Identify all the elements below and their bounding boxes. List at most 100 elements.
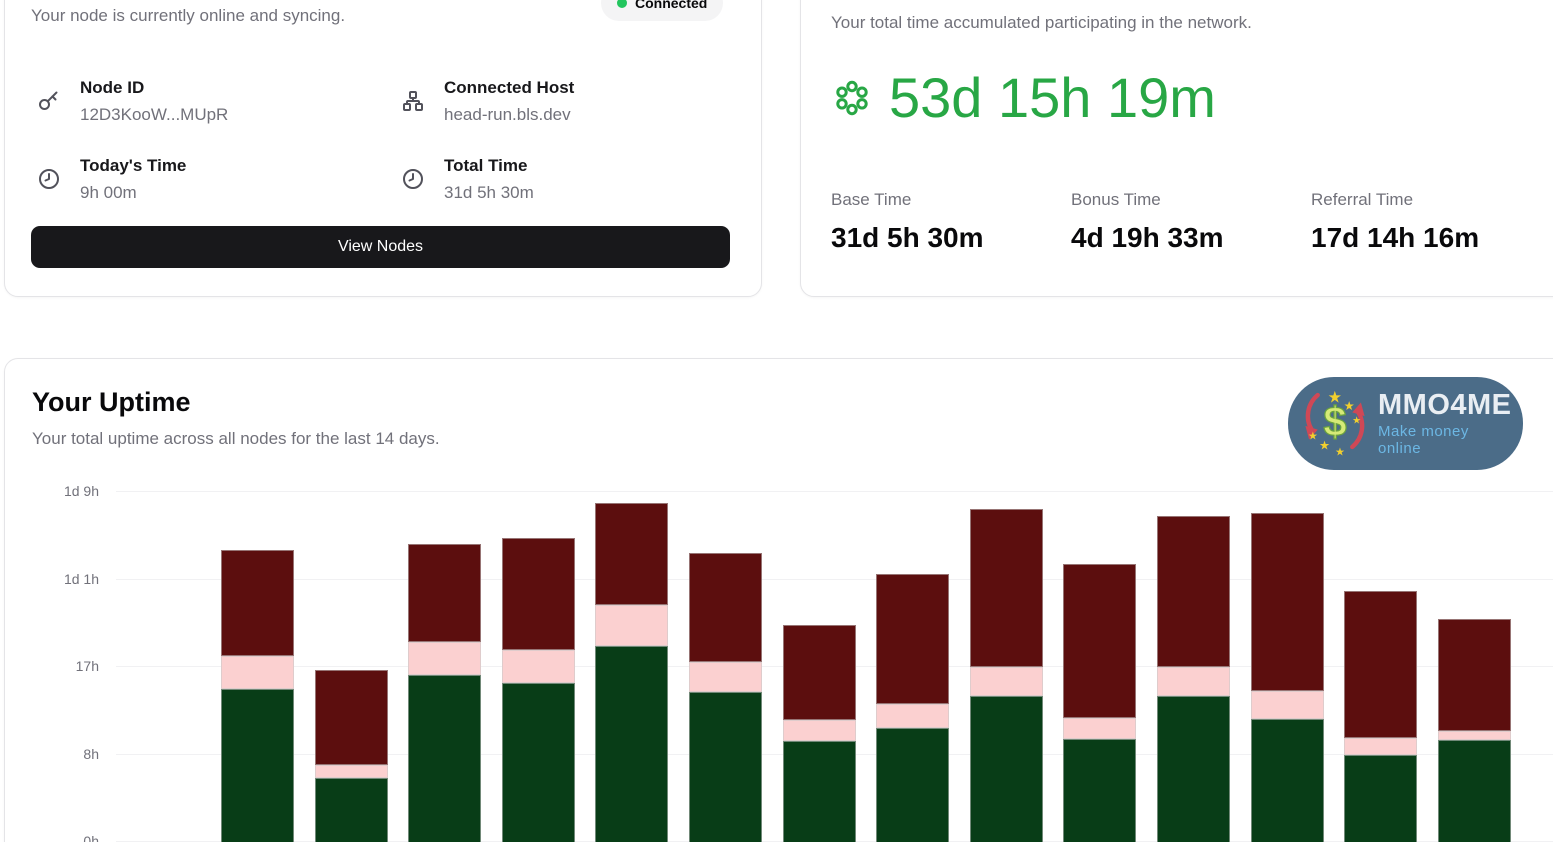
gridline [116, 578, 1553, 580]
bar-segment-dark-green-bottom [595, 645, 669, 842]
uptime-chart-plot: 0h 8h 17h 1d 1h 1d 9h [5, 483, 1553, 842]
sitemap-icon [401, 89, 425, 118]
uptime-bar-day-6 [689, 553, 762, 842]
bar-segment-pink-middle [1437, 730, 1511, 741]
network-time-subtitle: Your total time accumulated participatin… [831, 13, 1252, 32]
bar-segment-dark-red-top [1250, 513, 1324, 692]
base-time-label: Base Time [831, 190, 912, 209]
bar-segment-dark-red-top [876, 573, 950, 705]
bar-segment-dark-green-bottom [501, 682, 575, 842]
y-axis-tick-label: 1d 9h [63, 483, 99, 499]
bar-segment-pink-middle [782, 719, 856, 742]
svg-text:★: ★ [1328, 389, 1342, 407]
bar-segment-dark-green-bottom [1437, 740, 1511, 842]
svg-text:$: $ [1323, 398, 1346, 445]
view-nodes-button[interactable]: View Nodes [31, 226, 730, 268]
bar-segment-dark-green-bottom [314, 778, 388, 842]
y-axis-tick-label: 17h [75, 658, 99, 674]
y-axis-tick-label: 1d 1h [63, 570, 99, 587]
uptime-bar-day-11 [1157, 516, 1230, 842]
base-time-value: 31d 5h 30m [831, 222, 984, 253]
watermark-title: MMO4ME [1378, 389, 1512, 421]
bar-segment-pink-middle [1157, 666, 1230, 696]
total-time-value: 31d 5h 30m [444, 183, 534, 202]
bar-segment-dark-red-top [689, 553, 762, 662]
uptime-bar-day-13 [1344, 590, 1418, 842]
total-network-time: 53d 15h 19m [889, 66, 1216, 129]
bar-segment-dark-green-bottom [876, 728, 950, 842]
todays-time-label: Today's Time [80, 156, 187, 175]
uptime-bar-day-2 [314, 670, 388, 842]
svg-text:★: ★ [1308, 431, 1318, 443]
bar-segment-dark-red-top [782, 624, 856, 720]
uptime-title: Your Uptime [32, 387, 191, 417]
bar-segment-dark-red-top [314, 670, 388, 765]
connected-host-label: Connected Host [444, 78, 575, 97]
bar-segment-pink-middle [969, 666, 1043, 696]
gridline [116, 491, 1553, 492]
todays-time-value: 9h 00m [80, 183, 137, 202]
bar-segment-dark-green-bottom [1157, 695, 1230, 842]
bar-segment-dark-green-bottom [221, 689, 294, 842]
bar-segment-dark-green-bottom [1063, 739, 1137, 842]
bar-segment-pink-middle [1250, 691, 1324, 719]
node-id-label: Node ID [80, 78, 145, 97]
uptime-bar-day-5 [595, 502, 669, 842]
bar-segment-pink-middle [501, 649, 575, 683]
node-status-card: Your node is currently online and syncin… [4, 0, 762, 297]
status-dot-icon [617, 0, 627, 8]
bar-segment-dark-red-top [969, 508, 1043, 667]
dots-ring-icon [833, 79, 871, 122]
dollar-stars-logo-icon: ★ ★ ★ ★ ★ ★ $ [1298, 384, 1372, 463]
svg-text:★: ★ [1352, 415, 1361, 426]
connected-host-value: head-run.bls.dev [444, 105, 571, 124]
svg-text:★: ★ [1344, 399, 1355, 413]
node-status-subtitle: Your node is currently online and syncin… [31, 6, 346, 25]
bar-segment-pink-middle [221, 656, 294, 690]
referral-time-label: Referral Time [1311, 190, 1414, 209]
bar-segment-pink-middle [408, 641, 482, 676]
referral-time-value: 17d 14h 16m [1311, 222, 1480, 253]
bonus-time-stat: Bonus Time 4d 19h 33m [1071, 190, 1224, 254]
y-axis-tick-label: 8h [83, 745, 99, 762]
bar-segment-dark-red-top [1063, 564, 1137, 718]
bar-segment-dark-green-bottom [408, 675, 482, 842]
bar-segment-pink-middle [689, 661, 762, 693]
uptime-bar-day-3 [408, 543, 482, 842]
bar-segment-pink-middle [1063, 717, 1137, 740]
bar-segment-pink-middle [876, 704, 950, 729]
bar-segment-dark-red-top [221, 550, 294, 657]
key-icon [37, 89, 61, 118]
bar-segment-dark-red-top [408, 543, 482, 642]
clock-icon [37, 167, 61, 196]
svg-text:★: ★ [1319, 438, 1330, 452]
bar-segment-dark-green-bottom [1344, 754, 1418, 842]
network-time-card: Your total time accumulated participatin… [800, 0, 1553, 297]
bar-segment-dark-green-bottom [782, 741, 856, 842]
bar-segment-dark-red-top [501, 537, 575, 650]
uptime-bar-day-12 [1250, 513, 1324, 842]
uptime-bar-day-7 [782, 624, 856, 842]
bar-segment-dark-green-bottom [689, 692, 762, 842]
bar-segment-pink-middle [1344, 738, 1418, 755]
bonus-time-label: Bonus Time [1071, 190, 1161, 209]
bar-segment-dark-green-bottom [1250, 718, 1324, 842]
status-badge-label: Connected [635, 0, 708, 11]
uptime-subtitle: Your total uptime across all nodes for t… [32, 429, 440, 448]
bar-segment-dark-red-top [1437, 619, 1511, 731]
y-axis-tick-label: 0h [83, 833, 99, 842]
uptime-bar-day-14 [1437, 619, 1511, 842]
bar-segment-dark-green-bottom [969, 695, 1043, 842]
bar-segment-pink-middle [314, 764, 388, 779]
clock-icon [401, 167, 425, 196]
total-time-label: Total Time [444, 156, 528, 175]
uptime-bar-day-4 [501, 537, 575, 842]
uptime-bar-day-1 [221, 550, 294, 842]
bar-segment-dark-red-top [1157, 516, 1230, 667]
uptime-bar-day-9 [969, 508, 1043, 842]
bar-segment-dark-red-top [1344, 590, 1418, 739]
base-time-stat: Base Time 31d 5h 30m [831, 190, 984, 254]
uptime-bar-day-8 [876, 573, 950, 842]
bonus-time-value: 4d 19h 33m [1071, 222, 1224, 253]
